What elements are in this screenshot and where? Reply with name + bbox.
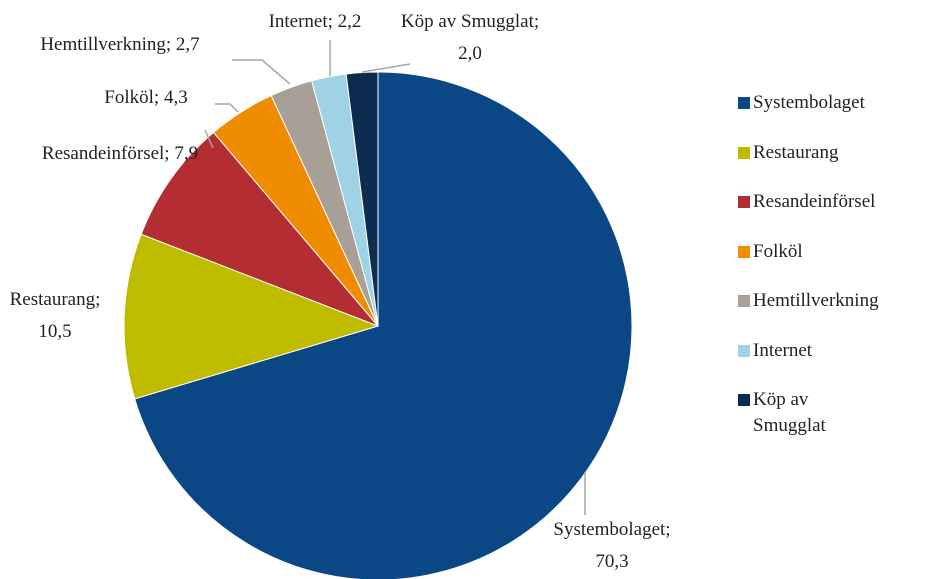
legend-label: Folköl — [753, 240, 803, 262]
data-label: Restaurang; 10,5 — [9, 289, 101, 342]
legend-swatch — [738, 245, 750, 258]
legend-label: Hemtillverkning — [753, 290, 879, 311]
legend-label: Resandeinförsel — [753, 191, 876, 212]
leader-line — [232, 59, 291, 85]
leader-line — [204, 129, 214, 149]
legend-label: Internet — [753, 339, 813, 361]
pie-slice — [134, 71, 633, 579]
legend-swatch — [738, 344, 750, 357]
legend-swatch — [738, 394, 750, 406]
data-label: Internet; 2,2 — [268, 11, 362, 32]
legend-label: Köp av Smugglat — [753, 389, 826, 436]
legend-swatch — [738, 97, 750, 109]
data-label: Resandeinförsel; 7,9 — [41, 143, 199, 164]
pie-slice — [345, 71, 379, 327]
legend-swatch — [738, 295, 750, 307]
data-label: Folköl; 4,3 — [104, 87, 188, 108]
data-label: Köp av Smugglat; 2,0 — [400, 11, 540, 64]
legend-label: Systembolaget — [753, 92, 865, 113]
legend-swatch — [738, 196, 750, 208]
pie-slice — [123, 233, 380, 400]
pie-slice — [140, 131, 379, 327]
data-label: Hemtillverkning; 2,7 — [40, 34, 200, 55]
legend-label: Restaurang — [753, 141, 839, 163]
leader-line — [215, 103, 239, 113]
legend-swatch — [738, 146, 750, 159]
leader-line — [361, 63, 411, 73]
data-label: Systembolaget; 70,3 — [553, 519, 671, 572]
leader-lines — [204, 40, 586, 515]
